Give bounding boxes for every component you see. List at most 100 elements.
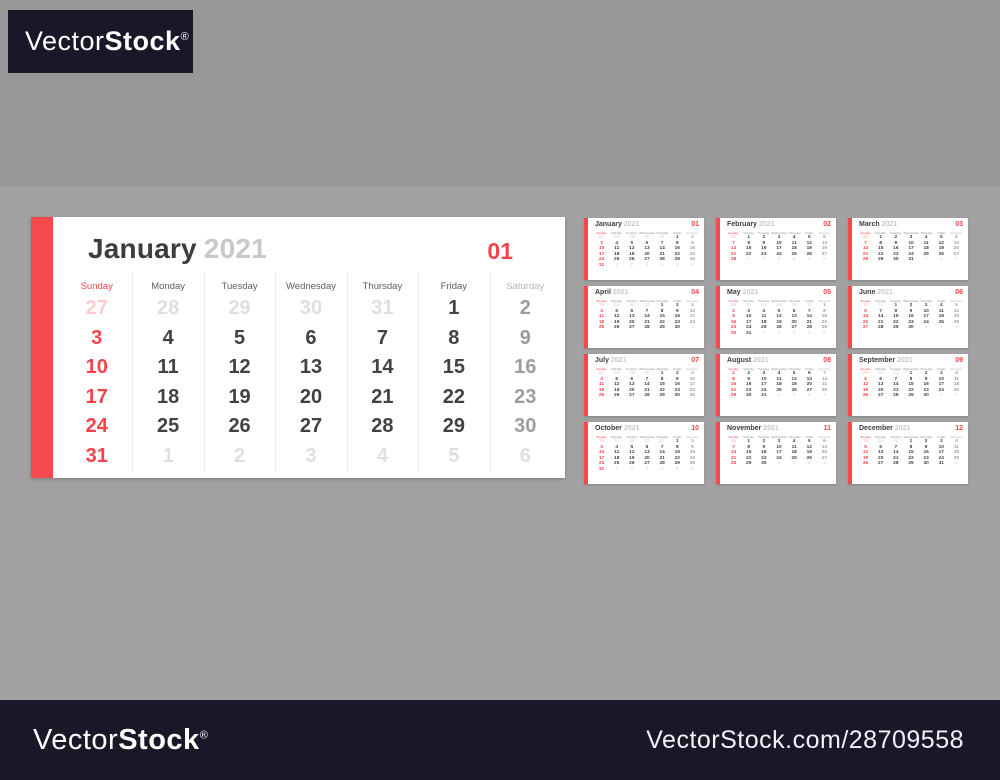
day-cell: 17 [938,382,944,388]
day-name: Sunday [860,435,871,439]
day-cell: 8 [660,376,664,382]
day-cell: 16 [689,246,696,252]
day-cell: 11 [953,376,959,382]
day-cell: 15 [659,314,665,320]
year-label: 2021 [623,221,640,228]
day-cell: 7 [807,308,811,314]
main-calendar-title: January 2021 [88,233,267,265]
day-name: Friday [805,231,814,235]
day-cell: 3 [777,439,781,444]
day-cell: 25 [776,387,782,393]
day-cell: 16 [923,450,929,456]
day-cell: 11 [776,376,782,382]
year-label: 2021 [742,289,759,296]
column-divider [346,273,348,472]
day-cell: 4 [955,439,958,444]
day-cell: 20 [953,246,960,252]
day-name: Friday [937,367,946,371]
day-cell: 2 [675,303,679,308]
day-cell: 28 [862,235,869,240]
day-name: Thursday [788,299,801,303]
day-cell: 3 [747,308,751,314]
day-cell: 3 [777,235,781,240]
day-name: Saturday [686,435,699,439]
dates-grid: 25 26 27 28 29 30 1 2 3 4 5 6 7 8 9 10 11 12 13 14 15 16 17 18 1… [726,303,832,337]
day-name: Friday [937,231,946,235]
column-divider [275,273,277,472]
day-cell: 18 [598,319,605,325]
day-cell: 17 [689,382,696,388]
day-cell: 13 [953,240,960,246]
day-name: Monday [611,367,622,371]
day-cell: 18 [923,246,929,252]
day-cell: 27 [629,325,635,331]
day-cell: 18 [761,319,767,325]
day-cell: 15 [821,314,828,320]
day-cell: 5 [234,326,246,349]
day-cell: 28 [659,257,665,263]
day-cell: 7 [823,371,826,376]
accent-stripe [584,286,588,348]
day-cell: 28 [806,325,812,331]
day-cell: 17 [746,319,752,325]
accent-stripe [716,354,720,416]
day-cell: 18 [953,450,960,456]
day-cell: 2 [909,303,913,308]
year-label: 2021 [877,289,893,296]
day-cell: 28 [629,439,635,444]
column-divider [203,273,205,472]
day-name: Thursday [656,231,669,235]
day-cell: 9 [924,376,928,382]
day-cell: 26 [953,319,960,325]
day-cell: 16 [908,314,914,320]
day-cell: 13 [821,240,828,246]
day-cell: 13 [299,356,323,378]
day-name: Sunday [728,435,739,439]
day-cell: 29 [674,257,680,263]
vectorstock-brand-text: VectorStock® [33,723,209,756]
day-cell: 2 [630,466,634,472]
day-cell: 1 [615,466,619,472]
day-cell: 5 [630,444,634,450]
day-name: Monday [875,435,886,439]
day-cell: 1 [879,235,883,240]
day-cell: 4 [762,308,766,314]
month-name: August [727,357,752,364]
day-name: Tuesday [625,367,638,371]
day-cell: 25 [923,251,929,257]
day-cell: 4 [162,326,174,349]
mini-calendar-title: June 2021 [859,289,893,296]
day-cell: 23 [674,387,680,393]
day-name: Tuesday [889,299,902,303]
column-divider [418,273,420,472]
year-label: 2021 [763,425,779,432]
day-name: Monday [611,435,622,439]
day-cell: 5 [792,371,796,376]
day-cell: 17 [776,450,782,456]
day-cell: 10 [923,308,929,314]
day-cell: 19 [806,246,812,252]
day-cell: 24 [689,387,696,393]
day-name: Saturday [818,435,831,439]
day-cell: 27 [761,303,767,308]
day-cell: 3 [792,330,796,336]
day-cell: 1 [732,371,735,376]
dates-grid: 27 28 29 30 31 1 2 3 4 5 6 7 8 9 10 11 12 13 14 15 16 17 18 19 2… [594,235,700,269]
dates-grid: 31 1 2 3 4 5 6 7 8 9 10 11 12 13 14 15 16 17 18 19 20 21 22 23 2… [726,235,832,263]
month-name: July [595,357,610,364]
month-number: 06 [955,289,963,296]
day-names-row: Sunday Monday Tuesday Wednesday Thursday Frid… [726,435,832,439]
day-name: Sunday [860,231,871,235]
day-cell: 15 [674,246,680,252]
day-cell: 1 [448,297,460,319]
day-cell: 26 [806,251,812,257]
day-cell: 6 [864,308,867,314]
day-cell: 8 [823,308,826,314]
day-cell: 8 [675,444,679,450]
day-cell: 6 [879,444,883,450]
dates-grid: 27 28 29 30 1 2 3 4 5 6 7 8 9 10 11 12 13 14 15 16 17 18 19 20 2… [594,371,700,399]
day-cell: 1 [162,444,174,467]
day-cell: 7 [894,376,898,382]
day-cell: 15 [893,314,899,320]
day-cell: 14 [806,314,812,320]
